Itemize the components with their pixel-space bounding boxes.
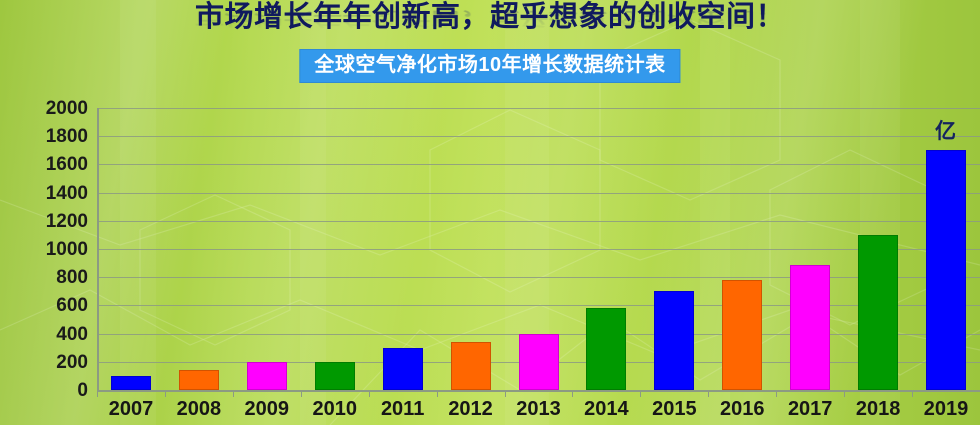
bar-2019 — [926, 150, 967, 390]
y-axis-tick-label: 1400 — [45, 182, 88, 204]
x-axis-tick — [97, 390, 98, 397]
x-axis-label-2013: 2013 — [516, 398, 561, 420]
y-axis-tick-label: 1600 — [45, 154, 88, 176]
y-axis-tick-label: 1200 — [45, 210, 88, 232]
bar-2016 — [722, 280, 763, 390]
x-axis-label-2007: 2007 — [108, 398, 154, 420]
gridline — [97, 220, 980, 222]
subtitle-banner: 全球空气净化市场10年增长数据统计表 — [299, 49, 681, 83]
y-axis-tick-label: 200 — [56, 351, 88, 373]
bar-2009 — [246, 361, 287, 390]
gridline — [97, 277, 980, 279]
bar-2012 — [450, 342, 491, 390]
x-axis-tick — [436, 390, 438, 397]
subtitle-text: 全球空气净化市场10年增长数据统计表 — [314, 54, 666, 76]
x-axis-tick — [232, 390, 234, 397]
x-axis-tick — [708, 390, 710, 397]
x-axis-tick — [368, 390, 370, 397]
x-axis-label-2018: 2018 — [855, 398, 901, 420]
bar-2014 — [586, 308, 627, 390]
x-axis-label-2010: 2010 — [312, 398, 357, 420]
gridline — [97, 305, 980, 307]
x-axis-label-2019: 2019 — [923, 398, 969, 420]
y-axis-tick-label: 1800 — [45, 126, 88, 148]
y-axis-line — [97, 108, 99, 391]
unit-annotation: 亿 — [935, 120, 957, 144]
header: 市场增长年年创新高，超乎想象的创收空间！ 市场增长年年创新高，超乎想象的创收空间… — [0, 0, 980, 92]
x-axis-tick — [912, 390, 914, 397]
x-axis-tick — [640, 390, 642, 397]
x-axis-label-2016: 2016 — [720, 398, 765, 420]
bar-2008 — [178, 370, 219, 390]
x-axis-label-2009: 2009 — [244, 398, 290, 420]
page-headline: 市场增长年年创新高，超乎想象的创收空间！ — [194, 1, 785, 33]
x-axis-label-2008: 2008 — [176, 398, 222, 420]
y-axis-tick-label: 800 — [56, 267, 88, 289]
x-axis-tick — [504, 390, 506, 397]
bar-2011 — [382, 347, 423, 390]
bar-2010 — [314, 361, 355, 390]
x-axis-label-2015: 2015 — [652, 398, 697, 420]
gridline — [97, 136, 980, 138]
bar-2018 — [858, 234, 899, 390]
x-axis-tick — [164, 390, 166, 397]
x-axis-line — [97, 390, 980, 392]
gridline — [97, 249, 980, 250]
y-axis-tick-label: 600 — [56, 295, 88, 317]
x-axis-tick — [844, 390, 846, 397]
x-axis-label-2012: 2012 — [448, 398, 493, 420]
bar-2013 — [518, 333, 559, 390]
y-axis-tick-label: 2000 — [45, 98, 88, 119]
x-axis-tick — [776, 390, 778, 397]
plot-area — [97, 108, 980, 391]
x-axis-tick — [300, 390, 302, 397]
y-axis-tick-label: 400 — [56, 323, 88, 345]
bar-chart: 2000 1800 1600 1400 1200 1000 800 600 400 200 0 20… — [0, 92, 980, 425]
gridline — [97, 108, 980, 109]
x-axis-tick — [572, 390, 574, 397]
x-axis-label-2014: 2014 — [584, 398, 629, 420]
bar-2017 — [790, 264, 831, 390]
gridline — [97, 192, 980, 194]
y-axis-tick-label: 1000 — [45, 239, 88, 260]
x-axis-label-2017: 2017 — [787, 398, 833, 420]
bar-2015 — [654, 291, 695, 390]
y-axis-tick-label: 0 — [77, 380, 88, 401]
x-axis-label-2011: 2011 — [380, 398, 425, 420]
gridline — [97, 164, 980, 166]
bar-2007 — [110, 375, 151, 390]
